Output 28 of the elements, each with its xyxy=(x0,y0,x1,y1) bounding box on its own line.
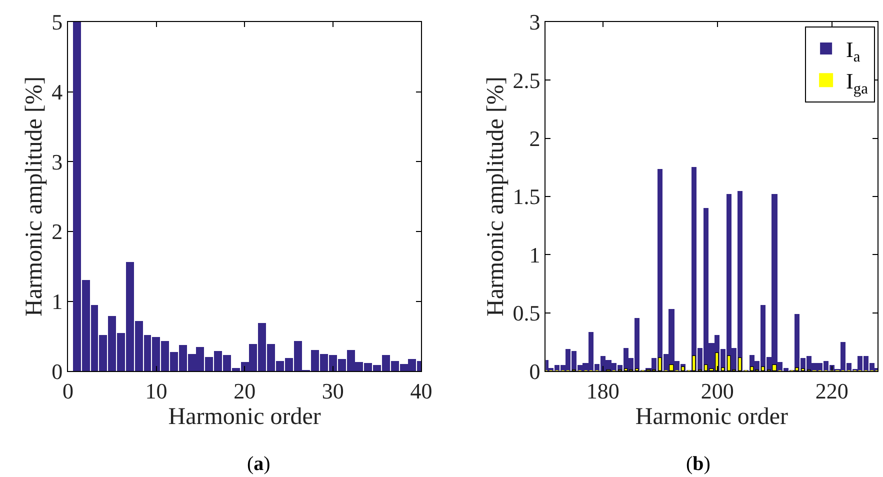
x-tick-label: 180 xyxy=(586,378,620,404)
y-tick-label: 1 xyxy=(52,288,63,314)
y-tick-label: 2 xyxy=(529,126,540,152)
x-axis-title: Harmonic order xyxy=(635,404,788,430)
x-tick-label: 30 xyxy=(322,378,344,404)
y-tick-label: 4 xyxy=(52,79,63,104)
text: (b) xyxy=(686,453,710,475)
y-tick-label: 2.5 xyxy=(512,68,540,93)
legend-label: I$_{a}$ xyxy=(846,37,860,66)
y-tick-label: 2 xyxy=(52,219,63,244)
x-tick-label: 40 xyxy=(410,378,432,404)
text: (a) xyxy=(247,453,270,475)
y-tick-label: 0 xyxy=(529,358,540,384)
y-tick-label: 3 xyxy=(52,149,63,174)
y-tick-label: 3 xyxy=(529,10,540,35)
x-tick-label: 200 xyxy=(700,378,734,404)
y-tick-label: 0 xyxy=(52,358,63,384)
y-tick-label: 1 xyxy=(529,242,540,268)
x-tick-label: 10 xyxy=(145,378,168,404)
y-axis-title: Harmonic amplitude [%] xyxy=(22,76,48,316)
legend-label: I$_{ga}$ xyxy=(846,68,868,98)
y-tick-label: 1.5 xyxy=(512,184,540,210)
x-tick-label: 20 xyxy=(234,378,256,404)
x-tick-label: 220 xyxy=(815,378,848,404)
x-axis-title: Harmonic order xyxy=(168,404,321,430)
y-axis-title: Harmonic amplitude [%] xyxy=(482,76,509,316)
y-tick-label: 5 xyxy=(52,10,63,35)
y-tick-label: 0.5 xyxy=(512,300,540,326)
